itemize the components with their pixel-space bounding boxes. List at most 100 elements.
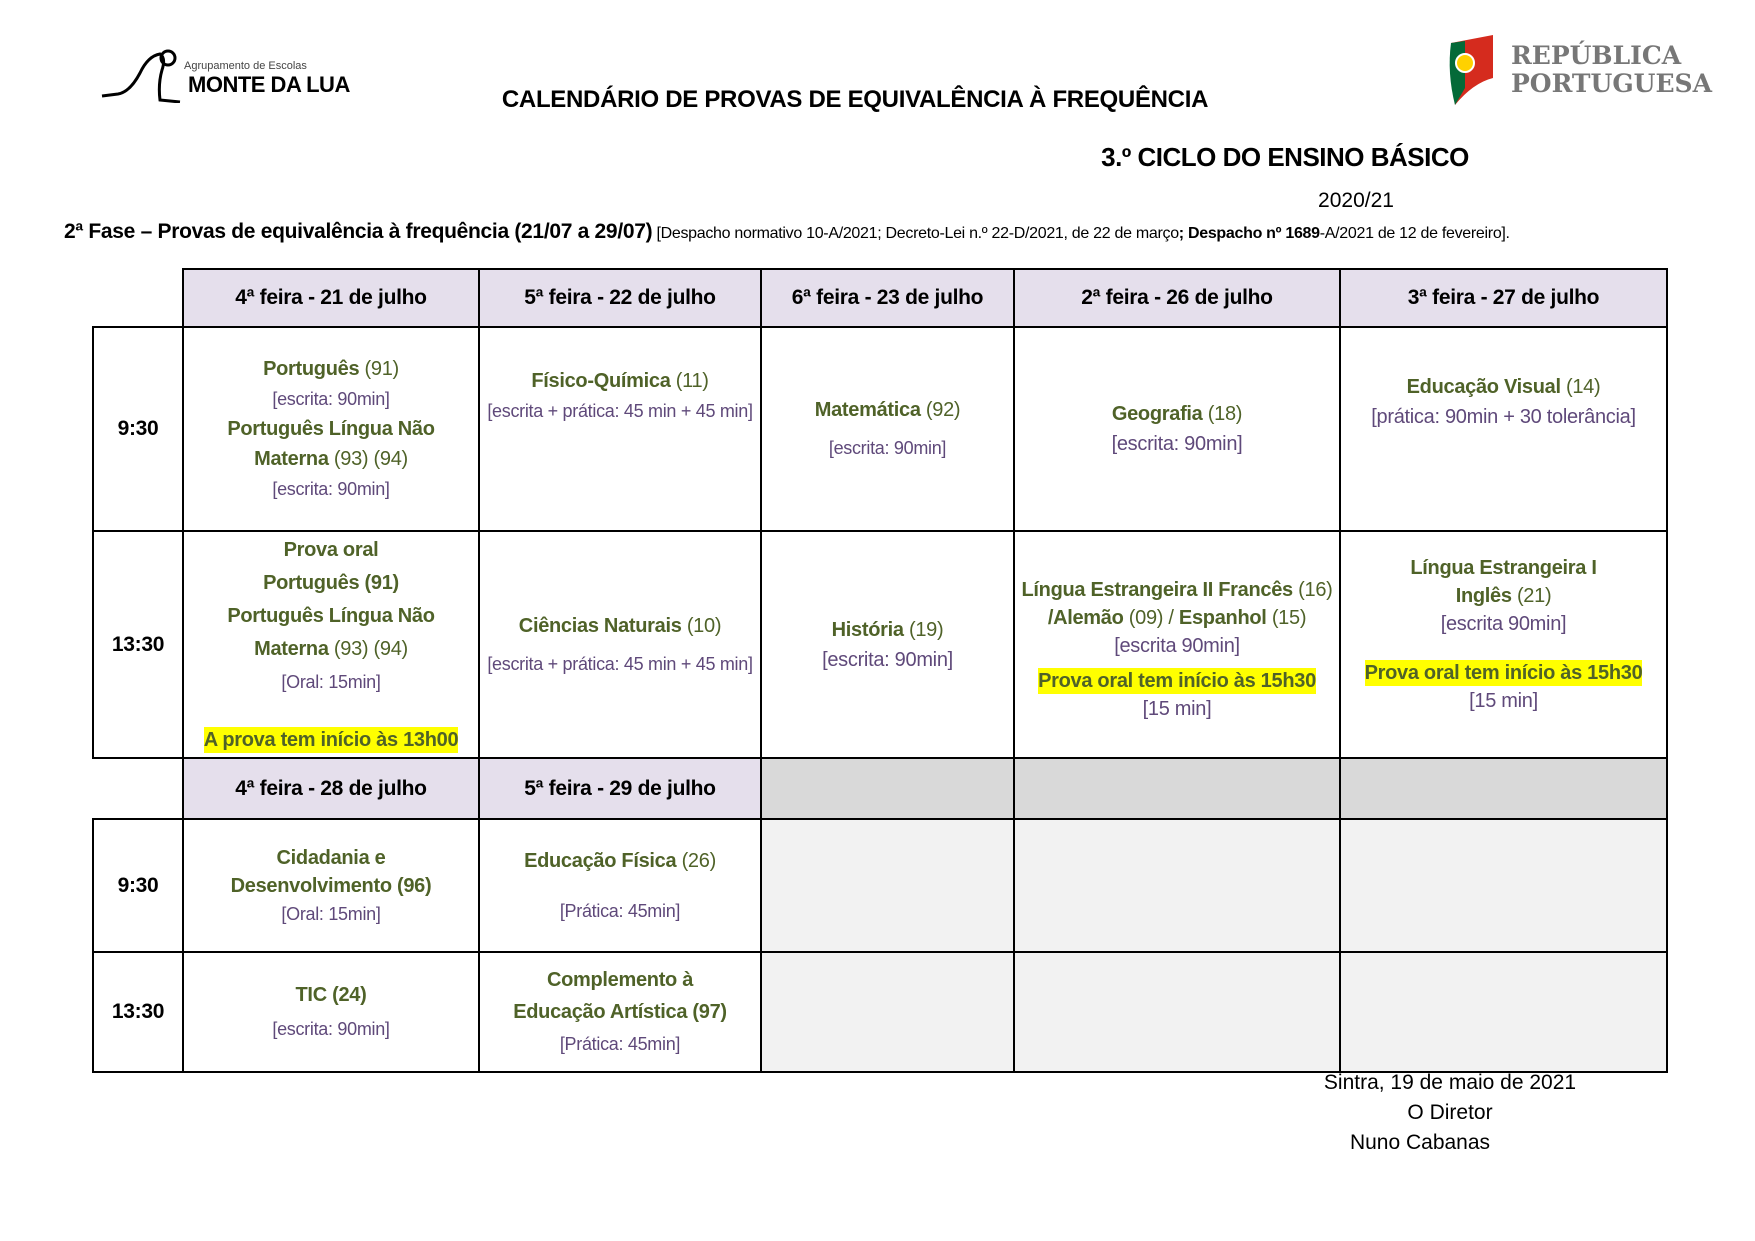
- exam-cell: História (19) [escrita: 90min]: [760, 530, 1015, 759]
- subject-name: Físico-Química: [531, 370, 671, 392]
- subject-code: (16): [1298, 579, 1333, 601]
- exam-cell: Educação Física (26) [Prática: 45min]: [478, 818, 762, 953]
- subject-code: (18): [1202, 403, 1243, 425]
- exam-cell: Geografia (18) [escrita: 90min]: [1013, 326, 1341, 532]
- exam-subject: Português Língua Não Materna (93) (94): [190, 414, 472, 474]
- week1-header-row: 4ª feira - 21 de julho 5ª feira - 22 de …: [93, 268, 1668, 328]
- empty-header: [760, 757, 1015, 820]
- exam-subject: Complemento à Educação Artística (97): [513, 969, 727, 1023]
- subject-name: Português Língua Não Materna: [227, 418, 435, 470]
- oral-duration: [15 min]: [1142, 698, 1212, 720]
- exam-subject: TIC (24): [295, 984, 367, 1006]
- empty-header: [1013, 757, 1341, 820]
- subject-name: Ciências Naturais: [518, 614, 682, 637]
- exam-cell: TIC (24) [escrita: 90min]: [182, 951, 480, 1073]
- exam-detail: [escrita: 90min]: [272, 479, 390, 499]
- empty-cell: [1339, 818, 1668, 953]
- start-time-note: A prova tem início às 13h00: [203, 727, 459, 753]
- phase-line: 2ª Fase – Provas de equivalência à frequ…: [64, 220, 1510, 244]
- week1-afternoon-row: 13:30 Prova oral Português (91) Portuguê…: [92, 530, 1668, 759]
- exam-subject: Educação Visual (14): [1347, 372, 1660, 402]
- exam-subject: Inglês (21): [1347, 582, 1660, 610]
- exam-schedule-table: 4ª feira - 21 de julho 5ª feira - 22 de …: [92, 268, 1668, 1073]
- empty-cell: [760, 951, 1015, 1073]
- empty-cell: [760, 818, 1015, 953]
- exam-cell: Cidadania e Desenvolvimento (96) [Oral: …: [182, 818, 480, 953]
- exam-cell: Língua Estrangeira I Inglês (21) [escrit…: [1339, 530, 1668, 759]
- exam-subject: Físico-Química (11): [486, 366, 754, 396]
- school-logo-small: Agrupamento de Escolas: [184, 60, 307, 72]
- subject-name: Matemática: [814, 399, 921, 421]
- week2-afternoon-row: 13:30 TIC (24) [escrita: 90min] Compleme…: [92, 951, 1668, 1073]
- exam-detail: [escrita 90min]: [1114, 635, 1240, 657]
- place-date: Sintra, 19 de maio de 2021: [1323, 1071, 1577, 1094]
- exam-detail: [prática: 90min + 30 tolerância]: [1371, 406, 1636, 428]
- exam-cell: Língua Estrangeira II Francês (16) /Alem…: [1013, 530, 1341, 759]
- moon-logo-icon: [101, 49, 181, 103]
- day-header: 5ª feira - 29 de julho: [478, 757, 762, 820]
- start-time-note: Prova oral tem início às 15h30: [1364, 660, 1643, 686]
- exam-detail: [escrita: 90min]: [828, 438, 947, 458]
- time-label: 13:30: [92, 530, 184, 759]
- subject-name: /Alemão: [1047, 607, 1124, 629]
- subject-code: (91): [359, 358, 400, 380]
- empty-cell: [1013, 951, 1341, 1073]
- subject-name: Educação Visual: [1406, 376, 1561, 398]
- exam-cell: Português (91) [escrita: 90min] Portuguê…: [182, 326, 480, 532]
- time-label: 9:30: [92, 326, 184, 532]
- phase-ref-a: [Despacho normativo 10-A/2021; Decreto-L…: [652, 225, 1179, 242]
- cycle-heading: 3.º CICLO DO ENSINO BÁSICO: [1101, 142, 1469, 172]
- subject-code: (92): [920, 399, 961, 421]
- day-header: 3ª feira - 27 de julho: [1339, 268, 1668, 328]
- subject-code: (10): [681, 614, 722, 637]
- exam-detail: [Prática: 45min]: [559, 900, 681, 921]
- gov-logo-line1: REPÚBLICA: [1511, 41, 1682, 70]
- exam-detail: [escrita: 90min]: [1111, 433, 1243, 455]
- subject-code: (15): [1271, 607, 1307, 629]
- week2-morning-row: 9:30 Cidadania e Desenvolvimento (96) [O…: [92, 818, 1668, 953]
- subject-name: Espanhol: [1178, 607, 1267, 629]
- government-logo: REPÚBLICA PORTUGUESA: [1443, 33, 1712, 108]
- exam-subject: Ciências Naturais (10): [486, 611, 754, 641]
- empty-cell: [93, 758, 184, 819]
- exam-cell: Matemática (92) [escrita: 90min]: [760, 326, 1015, 532]
- empty-cell: [1339, 951, 1668, 1073]
- subject-name: Língua Estrangeira II Francês: [1021, 579, 1293, 601]
- subject-name: Geografia: [1111, 403, 1203, 425]
- exam-subject: Educação Física (26): [486, 846, 754, 876]
- exam-cell: Prova oral Português (91) Português Líng…: [182, 530, 480, 759]
- exam-detail: [escrita: 90min]: [272, 1019, 390, 1039]
- week2-header-row: 4ª feira - 28 de julho 5ª feira - 29 de …: [93, 757, 1668, 820]
- time-label: 13:30: [92, 951, 184, 1073]
- exam-detail: [escrita + prática: 45 min + 45 min]: [487, 653, 753, 674]
- subject-code: (93) (94): [328, 638, 408, 660]
- exam-subject: Português Língua Não Materna (93) (94): [190, 600, 472, 666]
- portugal-flag-icon: [1449, 35, 1493, 105]
- exam-subject: Português (91): [263, 572, 399, 594]
- exam-cell: Ciências Naturais (10) [escrita + prátic…: [478, 530, 762, 759]
- week1-morning-row: 9:30 Português (91) [escrita: 90min] Por…: [92, 326, 1668, 532]
- phase-ref-b: ; Despacho nº 1689: [1178, 225, 1320, 242]
- phase-main: 2ª Fase – Provas de equivalência à frequ…: [64, 220, 653, 243]
- exam-detail: [Prática: 45min]: [559, 1034, 681, 1054]
- phase-ref-c: -A/2021 de 12 de fevereiro].: [1319, 225, 1510, 242]
- signatory-role: O Diretor: [1407, 1101, 1493, 1124]
- subject-name: Educação Física: [524, 849, 677, 872]
- exam-subject: História (19): [768, 615, 1007, 645]
- subject-name: História: [831, 618, 904, 641]
- subject-code: (09) /: [1123, 607, 1179, 629]
- gov-logo-line2: PORTUGUESA: [1511, 69, 1712, 98]
- subject-code: (19): [903, 618, 944, 641]
- oral-duration: [15 min]: [1469, 690, 1538, 712]
- time-label: 9:30: [92, 818, 184, 953]
- subject-name: Inglês: [1455, 585, 1512, 607]
- exam-subject: Língua Estrangeira II Francês (16) /Alem…: [1021, 576, 1333, 632]
- school-logo-name: MONTE DA LUA: [188, 72, 350, 97]
- subject-code: (14): [1560, 376, 1601, 398]
- empty-header: [1339, 757, 1668, 820]
- exam-type: Prova oral: [283, 539, 379, 561]
- exam-cell: Complemento à Educação Artística (97) [P…: [478, 951, 762, 1073]
- subject-code: (93) (94): [328, 448, 408, 470]
- day-header: 4ª feira - 28 de julho: [182, 757, 480, 820]
